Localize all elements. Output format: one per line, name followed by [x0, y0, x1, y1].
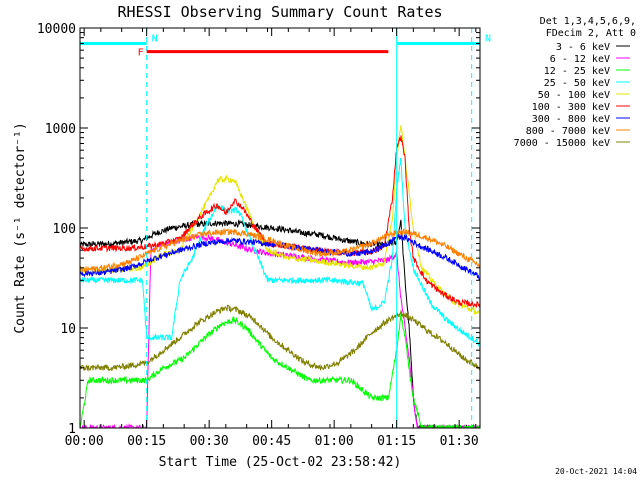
legend-entry-label: 100 - 300 keV — [532, 102, 610, 113]
flag-label-n: N — [485, 33, 491, 44]
x-tick-label: 00:45 — [252, 434, 291, 449]
legend-entry-label: 300 - 800 keV — [532, 114, 610, 125]
series-25-50kev — [80, 157, 480, 348]
y-tick-label: 10000 — [37, 22, 76, 37]
x-tick-label: 01:00 — [315, 434, 354, 449]
y-tick-label: 1000 — [45, 122, 76, 137]
footer-timestamp: 20-Oct-2021 14:04 — [555, 467, 637, 476]
legend-header-line: Det 1,3,4,5,6,9, — [540, 16, 636, 27]
legend-entry-label: 50 - 100 keV — [538, 90, 610, 101]
x-tick-label: 00:15 — [127, 434, 166, 449]
legend-entry-label: 12 - 25 keV — [544, 66, 610, 77]
chart-title: RHESSI Observing Summary Count Rates — [117, 3, 442, 21]
x-tick-label: 00:00 — [65, 434, 104, 449]
legend-entry-label: 800 - 7000 keV — [526, 126, 610, 137]
y-tick-label: 1 — [68, 422, 76, 437]
y-tick-label: 100 — [53, 222, 76, 237]
x-tick-label: 01:15 — [377, 434, 416, 449]
y-axis-label: Count Rate (s⁻¹ detector⁻¹) — [13, 122, 28, 333]
x-tick-label: 00:30 — [190, 434, 229, 449]
legend-entry-label: 25 - 50 keV — [544, 78, 610, 89]
legend: Det 1,3,4,5,6,9,FDecim 2, Att 0 3 - 6 keV… — [514, 16, 636, 149]
legend-entry-label: 6 - 12 keV — [550, 54, 610, 65]
legend-header-line: FDecim 2, Att 0 — [546, 28, 636, 39]
x-tick-label: 01:30 — [440, 434, 479, 449]
series-line — [80, 157, 480, 348]
legend-entry-label: 7000 - 15000 keV — [514, 138, 610, 149]
legend-entry-label: 3 - 6 keV — [556, 42, 610, 53]
flag-label-f: F — [138, 48, 144, 59]
x-axis-label: Start Time (25-Oct-02 23:58:42) — [159, 455, 402, 470]
axes-layer: 00:00 00:15 00:30 00:45 01:00 01:15 01:30 1 10 10… — [37, 22, 480, 449]
y-tick-label: 10 — [60, 322, 76, 337]
flag-label-n: N — [152, 33, 158, 44]
